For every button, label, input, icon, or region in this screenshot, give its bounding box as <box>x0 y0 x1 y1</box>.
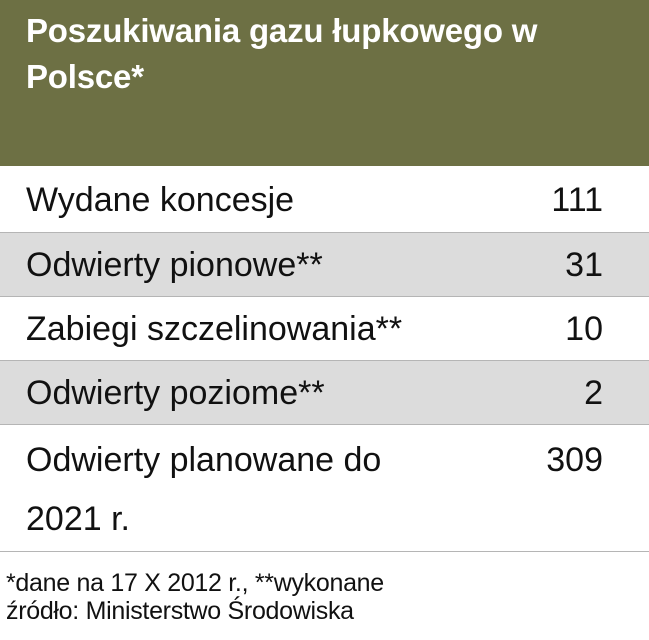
row-value: 309 <box>546 441 603 479</box>
row-label: Odwierty pionowe** <box>26 246 323 284</box>
row-value: 111 <box>551 181 603 219</box>
table-title: Poszukiwania gazu łupkowego w Polsce* <box>26 12 538 95</box>
footnotes: *dane na 17 X 2012 r., **wykonane źródło… <box>6 569 636 625</box>
table-header: Poszukiwania gazu łupkowego w Polsce* <box>0 0 649 166</box>
row-value: 10 <box>565 310 603 348</box>
row-label: Zabiegi szczelinowania** <box>26 310 403 348</box>
row-label: Odwierty poziome** <box>26 374 325 412</box>
source-note: źródło: Ministerstwo Środowiska <box>6 597 354 625</box>
data-table: Wydane koncesje 111 Odwierty pionowe** 3… <box>0 168 649 546</box>
table-row: Zabiegi szczelinowania** 10 <box>0 296 649 360</box>
row-label: Wydane koncesje <box>26 181 295 219</box>
table-row: Odwierty poziome** 2 <box>0 360 649 424</box>
divider <box>0 551 649 552</box>
table-row: Odwierty pionowe** 31 <box>0 232 649 296</box>
table-row: Odwierty planowane do 2021 r. 309 <box>0 424 649 546</box>
data-note: *dane na 17 X 2012 r., **wykonane <box>6 569 384 597</box>
row-value: 2 <box>584 374 603 412</box>
table-row: Wydane koncesje 111 <box>0 168 649 232</box>
row-label: Odwierty planowane do 2021 r. <box>26 441 382 538</box>
row-value: 31 <box>565 246 603 284</box>
